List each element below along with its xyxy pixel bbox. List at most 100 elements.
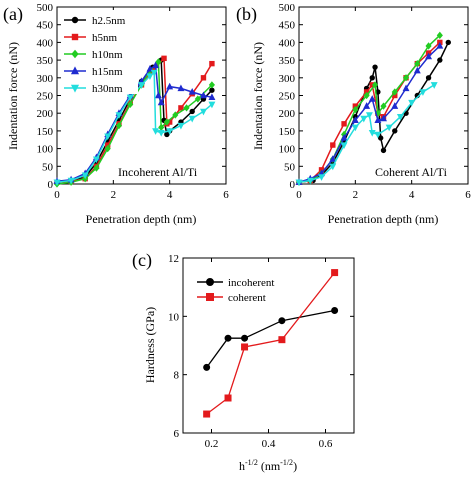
series-line-a-2 [56,60,213,185]
data-point-a-2-15 [208,81,215,89]
data-point-a-2-9 [155,58,162,66]
x-axis-label-c: h-1/2 (nm-1/2) [239,458,297,473]
annotation-a: Incoherent Al/Ti [118,165,198,179]
data-point-a-4-12 [166,128,174,135]
data-point-c-1-2 [241,343,249,351]
data-point-c-1-0 [203,410,211,418]
data-point-b-4-0 [295,179,303,187]
legend-marker-c-0 [206,278,214,286]
legend-a: h2.5nm h5nm h10nm h15nm h30nm [62,10,138,95]
data-point-a-3-11 [157,98,165,106]
series-a-4 [53,69,216,187]
series-line-b-0 [298,42,449,183]
y-tick-label-b-3: 150 [279,126,296,138]
data-point-a-3-15 [200,91,207,99]
data-point-b-3-6 [363,102,371,109]
data-point-a-2-12 [172,111,179,119]
y-tick-label-b-2: 100 [279,144,296,156]
data-point-a-4-1 [67,177,75,185]
data-point-c-0-1 [224,334,232,342]
y-tick-label-a-7: 350 [37,55,54,67]
data-point-c-0-2 [241,334,249,342]
legend-label-a-4: h30nm [92,83,123,95]
data-point-b-4-9 [374,131,382,139]
legend-marker-shape-a-1 [71,33,79,41]
data-point-b-0-8 [372,64,378,70]
data-point-b-3-14 [436,41,444,49]
data-point-b-4-5 [351,124,359,132]
y-ticks-c: 6 8 10 12 [168,253,354,440]
data-point-a-4-7 [138,82,145,89]
data-point-b-3-12 [413,66,421,74]
data-point-b-0-10 [377,135,384,141]
y-axis-label-c: Hardness (GPa) [143,307,157,383]
x-tick-label-c-0: 0.2 [205,438,219,450]
y-tick-label-a-6: 300 [37,73,54,85]
data-point-b-2-5 [352,106,359,114]
legend-marker-shape-a-3 [70,66,80,75]
data-point-a-2-14 [194,95,201,103]
data-point-b-2-10 [391,88,398,96]
y-tick-label-a-2: 100 [37,144,54,156]
legend-label-a-3: h15nm [92,66,123,78]
y-ticks-b: 0 50 100 150 200 250 300 350 400 450 500 [279,2,468,191]
y-axis-label-b: Indentation force (nN) [251,42,265,150]
data-point-a-3-16 [208,93,216,100]
data-point-a-1-9 [161,55,167,62]
legend-marker-shape-a-4 [70,84,80,93]
data-point-a-2-4 [104,144,111,153]
legend-label-c-1: coherent [228,292,266,304]
y-tick-label-a-3: 150 [37,126,54,138]
data-point-b-3-11 [402,84,410,92]
legend-label-c-0: incoherent [228,277,274,289]
data-point-a-0-14 [189,108,195,115]
legend-marker-shape-a-0 [71,16,79,24]
y-tick-label-a-1: 50 [42,161,54,173]
y-tick-label-b-5: 250 [279,91,296,103]
data-point-a-1-14 [200,75,207,81]
legend-entry-c-1: coherent [197,292,266,304]
legend-entry-a-3: h15nm [64,66,123,78]
x-tick-label-b-1: 2 [353,189,359,201]
data-point-b-0-11 [380,147,387,154]
series-c-0 [203,307,339,371]
x-axis-label-c-unit: (nm [258,459,281,473]
data-point-a-4-4 [104,133,112,141]
data-point-a-4-13 [177,122,185,130]
plot-frame-b [298,6,469,185]
data-point-a-4-9 [150,69,158,77]
data-point-a-4-6 [126,94,134,102]
data-point-b-0-12 [392,128,398,134]
x-axis-label-a: Penetration depth (nm) [86,212,197,226]
data-point-b-4-10 [385,124,393,132]
legend-entry-a-2: h10nm [64,49,123,61]
y-tick-label-b-0: 0 [290,179,296,191]
y-tick-label-c-0: 6 [174,428,180,440]
data-point-b-3-10 [391,102,399,109]
data-point-a-4-3 [92,156,100,164]
data-point-b-0-17 [445,39,451,46]
legend-label-a-0: h2.5nm [92,15,126,27]
data-point-b-4-3 [329,163,337,171]
data-point-a-1-12 [178,105,184,111]
data-point-b-3-8 [374,116,382,123]
data-point-a-3-10 [154,91,162,99]
data-point-a-4-2 [81,172,89,180]
y-tick-label-a-8: 400 [37,37,54,49]
y-tick-label-b-4: 200 [279,108,296,120]
data-point-b-4-14 [430,82,438,89]
data-point-a-4-0 [53,179,61,187]
data-point-b-2-12 [414,60,421,68]
data-point-c-0-0 [203,363,211,371]
data-point-b-0-16 [437,57,443,63]
data-point-b-3-7 [368,95,376,102]
x-axis-label-c-h: h [239,459,245,473]
data-point-b-1-4 [341,121,347,127]
data-point-a-1-15 [209,60,215,67]
legend-marker-c-1 [206,293,214,301]
data-point-b-4-11 [396,114,404,121]
data-point-a-2-13 [183,104,190,112]
legend-marker-a-1 [71,33,79,41]
x-axis-label-b: Penetration depth (nm) [328,212,439,226]
data-point-a-4-14 [188,115,196,123]
